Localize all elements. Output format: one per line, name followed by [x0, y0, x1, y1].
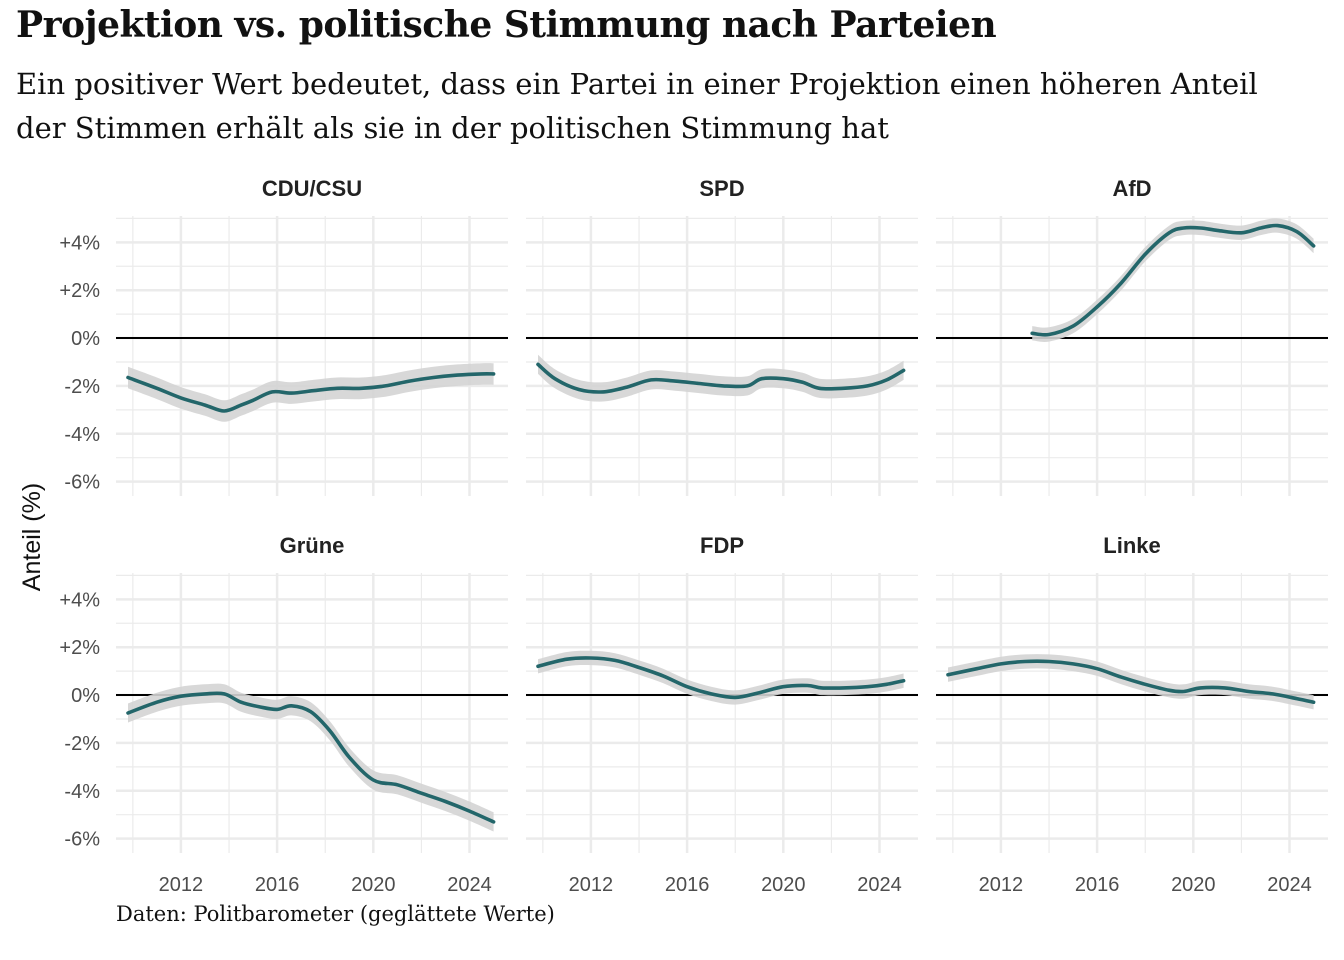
- x-tick-label: 2016: [1075, 874, 1120, 896]
- facet-label-linke: Linke: [1103, 533, 1160, 558]
- series-line-cdu-csu: [126, 372, 496, 413]
- y-tick-label: -4%: [64, 424, 100, 446]
- facet-label-cdu-csu: CDU/CSU: [262, 176, 362, 201]
- faceted-line-chart: Anteil (%) CDU/CSU +4% +2% 0% -2% -4% -6% SPD Af…: [18, 176, 1328, 896]
- chart-subtitle: Ein positiver Wert bedeutet, dass ein Pa…: [16, 67, 1258, 145]
- x-tick-label: 2024: [857, 874, 902, 896]
- y-tick-label: -6%: [64, 472, 100, 494]
- x-tick-label: 2016: [665, 874, 710, 896]
- x-tick-label: 2012: [569, 874, 614, 896]
- x-tick-label: 2020: [1171, 874, 1216, 896]
- y-tick-label: -6%: [64, 829, 100, 851]
- facet-label-afd: AfD: [1112, 176, 1151, 201]
- x-tick-label: 2024: [1267, 874, 1312, 896]
- x-tick-label: 2012: [979, 874, 1024, 896]
- y-axis-title: Anteil (%): [18, 483, 46, 591]
- confidence-band-gr-ne: [128, 683, 494, 832]
- y-tick-label: -2%: [64, 733, 100, 755]
- y-tick-label: 0%: [71, 685, 100, 707]
- y-tick-label: 0%: [71, 328, 100, 350]
- series-line-linke: [946, 659, 1316, 704]
- y-tick-label: +4%: [59, 232, 100, 254]
- x-tick-label: 2016: [255, 874, 300, 896]
- x-tick-label: 2020: [351, 874, 396, 896]
- series-line-afd: [1030, 223, 1316, 337]
- x-tick-label: 2012: [159, 874, 204, 896]
- series-line-spd: [536, 362, 906, 394]
- facet-label-gr-ne: Grüne: [280, 533, 345, 558]
- y-tick-label: -4%: [64, 781, 100, 803]
- facet-label-fdp: FDP: [700, 533, 744, 558]
- confidence-band-afd: [1032, 218, 1314, 342]
- y-tick-label: +4%: [59, 589, 100, 611]
- series-line-fdp: [536, 656, 906, 700]
- y-tick-label: +2%: [59, 637, 100, 659]
- y-tick-label: -2%: [64, 376, 100, 398]
- confidence-band-spd: [538, 354, 904, 402]
- chart-title: Projektion vs. politische Stimmung nach …: [16, 4, 997, 46]
- y-tick-label: +2%: [59, 280, 100, 302]
- x-tick-label: 2024: [447, 874, 492, 896]
- data-source-caption: Daten: Politbarometer (geglättete Werte): [116, 902, 555, 926]
- facet-label-spd: SPD: [699, 176, 744, 201]
- series-line-gr-ne: [126, 691, 496, 824]
- x-tick-label: 2020: [761, 874, 806, 896]
